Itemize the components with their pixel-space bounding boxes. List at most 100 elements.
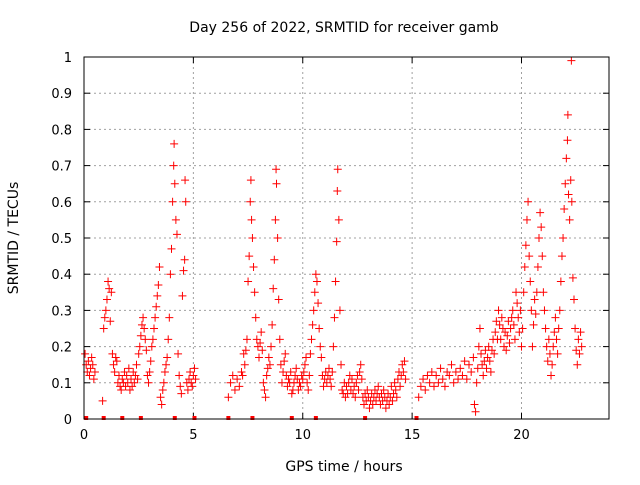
data-point xyxy=(556,277,565,286)
data-point xyxy=(554,324,563,333)
data-point xyxy=(518,324,527,333)
data-point xyxy=(275,335,284,344)
y-tick-label: 1 xyxy=(64,51,72,66)
data-point xyxy=(521,241,530,250)
data-point xyxy=(260,386,269,395)
x-tick-label: 5 xyxy=(189,428,197,443)
y-tick-label: 0.5 xyxy=(51,232,72,247)
data-point xyxy=(491,328,500,337)
data-point xyxy=(329,342,338,351)
data-point xyxy=(563,136,572,145)
data-point xyxy=(106,317,115,326)
data-point xyxy=(256,338,265,347)
data-point xyxy=(111,353,120,362)
data-point xyxy=(142,346,151,355)
data-point xyxy=(160,367,169,376)
data-point xyxy=(181,197,190,206)
data-point xyxy=(567,197,576,206)
data-point xyxy=(273,234,282,242)
data-point xyxy=(567,56,576,65)
data-point xyxy=(267,342,276,351)
data-point xyxy=(264,353,273,362)
data-point xyxy=(109,360,118,369)
data-point xyxy=(295,378,304,387)
data-point xyxy=(249,262,258,271)
data-point xyxy=(392,393,401,402)
data-point xyxy=(462,375,471,384)
data-point xyxy=(117,386,126,395)
data-point xyxy=(564,190,573,199)
data-point xyxy=(538,252,547,261)
data-point xyxy=(230,386,239,395)
chart-title: Day 256 of 2022, SRMTID for receiver gam… xyxy=(189,20,499,36)
plot-frame xyxy=(83,56,610,420)
baseline-marker xyxy=(289,416,294,420)
data-point xyxy=(456,364,465,373)
data-point xyxy=(571,324,580,333)
data-point xyxy=(100,313,109,322)
data-point xyxy=(328,367,337,376)
data-point xyxy=(524,197,533,206)
data-point xyxy=(248,234,257,242)
data-point xyxy=(502,346,511,355)
data-point xyxy=(515,328,524,337)
data-point xyxy=(497,313,506,322)
data-point xyxy=(271,215,280,224)
data-point xyxy=(470,400,479,409)
y-tick-label: 0.4 xyxy=(51,268,72,283)
data-point xyxy=(296,382,305,391)
data-point xyxy=(178,291,187,300)
data-point xyxy=(550,328,559,337)
data-point xyxy=(284,375,293,384)
data-point xyxy=(388,396,397,405)
data-point xyxy=(425,378,434,387)
data-point xyxy=(180,255,189,264)
data-point xyxy=(551,313,560,322)
data-point xyxy=(132,360,141,369)
data-point xyxy=(188,382,197,391)
data-point xyxy=(186,367,195,376)
data-point xyxy=(87,353,96,362)
data-point xyxy=(238,371,247,380)
data-point xyxy=(379,386,388,395)
data-point xyxy=(330,313,339,322)
x-tick-label: 20 xyxy=(513,428,530,443)
data-point xyxy=(159,378,168,387)
data-point xyxy=(363,386,372,395)
y-tick-label: 0.8 xyxy=(51,123,72,138)
data-point xyxy=(495,320,504,329)
data-point xyxy=(146,357,155,366)
data-point xyxy=(287,389,296,398)
data-point xyxy=(163,353,172,362)
y-axis-tick-labels: 0 0.1 0.2 0.3 0.4 0.5 0.6 0.7 0.8 0.9 1 xyxy=(51,51,72,428)
baseline-marker xyxy=(363,416,368,420)
data-point xyxy=(226,378,235,387)
data-point xyxy=(475,324,484,333)
data-point xyxy=(545,349,554,358)
data-point xyxy=(527,306,536,315)
data-point xyxy=(526,277,535,286)
data-point xyxy=(303,378,312,387)
data-point xyxy=(574,335,583,344)
data-point xyxy=(535,234,543,242)
data-point xyxy=(327,382,336,391)
data-point xyxy=(572,346,581,355)
data-point xyxy=(451,367,460,376)
data-point xyxy=(385,400,394,409)
data-point xyxy=(396,382,405,391)
data-point xyxy=(344,378,353,387)
data-point xyxy=(560,205,569,214)
data-point xyxy=(175,371,184,380)
data-point xyxy=(465,360,473,369)
data-point xyxy=(240,360,249,369)
data-point xyxy=(525,252,534,261)
data-point xyxy=(306,349,315,358)
data-point xyxy=(436,364,445,373)
data-point xyxy=(311,270,320,279)
y-axis-label: SRMTID / TECUs xyxy=(6,182,22,295)
data-point xyxy=(445,371,454,380)
data-point xyxy=(503,331,512,340)
data-point xyxy=(566,176,575,185)
data-point xyxy=(257,328,266,337)
data-point xyxy=(513,299,522,308)
